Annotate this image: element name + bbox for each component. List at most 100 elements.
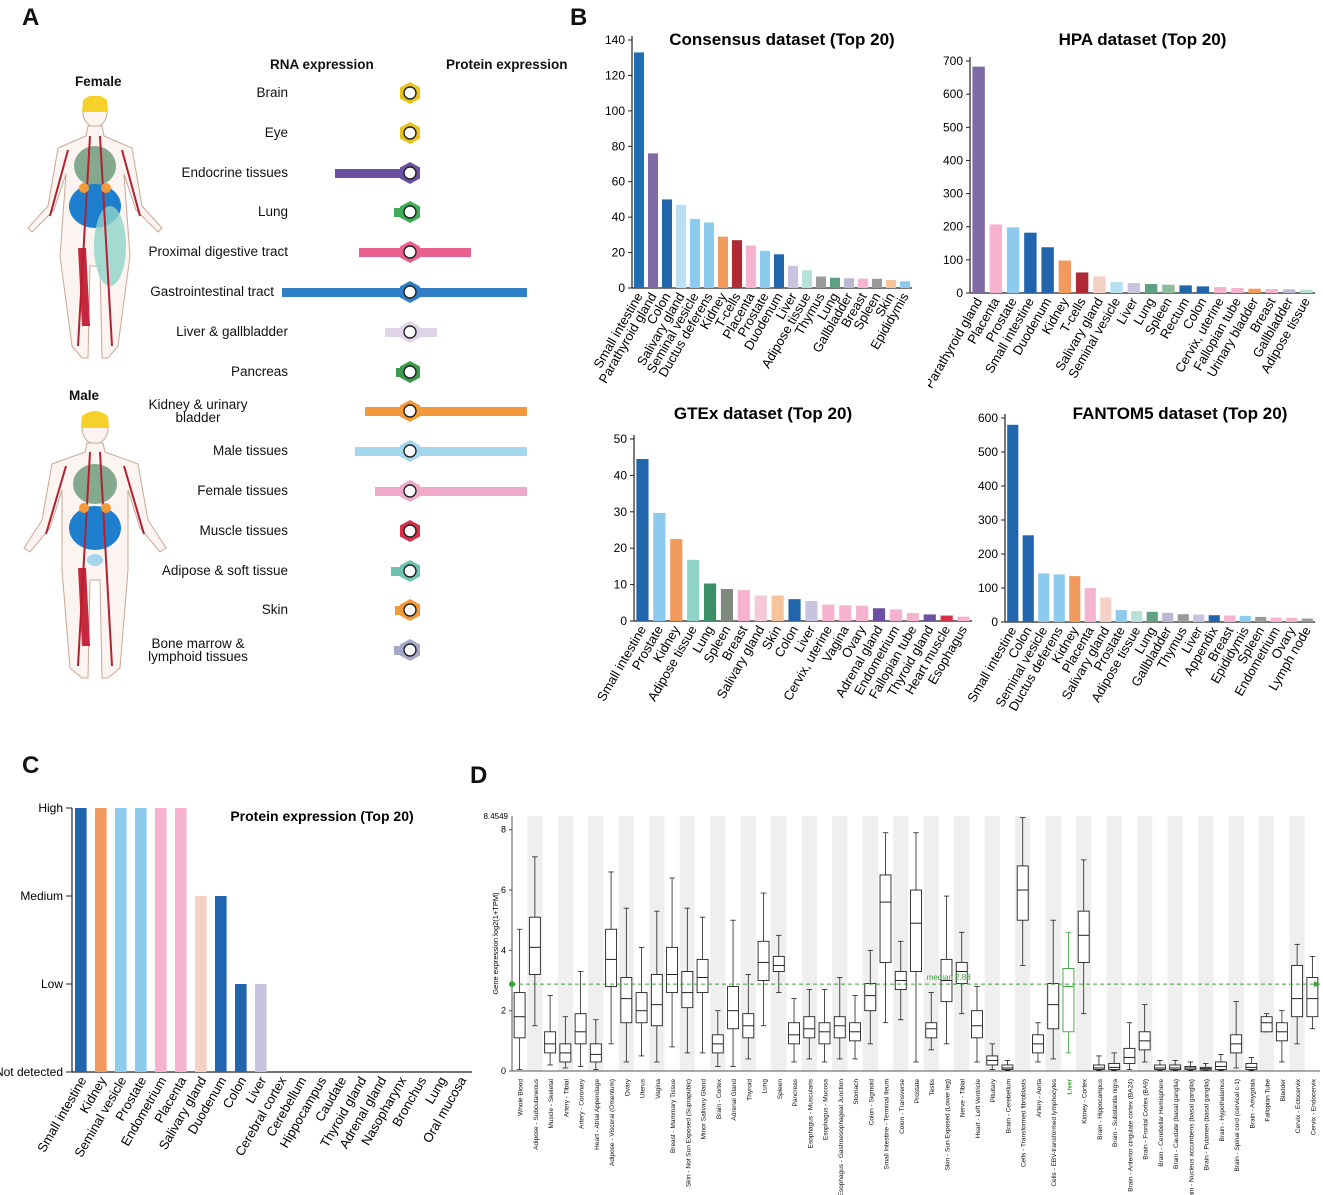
bar bbox=[1255, 616, 1267, 622]
box-body bbox=[589, 1043, 602, 1063]
tissue-label: Adipose & soft tissue bbox=[161, 562, 288, 578]
x-tick-label: Small Intestine - Terminal Ileum bbox=[884, 1079, 891, 1170]
icon-glyph bbox=[403, 603, 417, 618]
bar bbox=[215, 896, 227, 1072]
x-tick-label: Artery - Tibial bbox=[563, 1078, 570, 1117]
female-label: Female bbox=[75, 74, 122, 89]
tissue-label: Eye bbox=[264, 124, 288, 140]
box-body bbox=[696, 958, 709, 994]
bar bbox=[636, 459, 649, 621]
box-24 bbox=[879, 832, 892, 1024]
column-shade bbox=[588, 816, 604, 1071]
bar bbox=[899, 281, 911, 288]
box-47 bbox=[1230, 1001, 1243, 1069]
x-tick-label: Heart - Left Ventricle bbox=[975, 1079, 982, 1139]
x-tick-label: Brain - Hypothalamus bbox=[1219, 1078, 1226, 1141]
box-body bbox=[1169, 1064, 1182, 1070]
box-14 bbox=[727, 919, 739, 1067]
bar bbox=[829, 277, 841, 288]
y-tick-label: 20 bbox=[614, 541, 628, 555]
box-body bbox=[574, 1013, 587, 1045]
bar bbox=[771, 595, 784, 621]
box-52 bbox=[1306, 955, 1319, 1030]
icon-glyph bbox=[403, 364, 417, 379]
icon-glyph bbox=[403, 245, 417, 259]
box-body bbox=[879, 874, 892, 963]
bar bbox=[759, 250, 771, 288]
x-tick-label: Thyroid bbox=[746, 1079, 753, 1101]
box-body bbox=[1001, 1064, 1014, 1070]
male-label: Male bbox=[69, 388, 100, 403]
box-18 bbox=[788, 998, 800, 1063]
bar bbox=[1024, 232, 1037, 293]
bar bbox=[1196, 286, 1210, 293]
box-body bbox=[1062, 968, 1075, 1033]
bar bbox=[670, 539, 683, 621]
rna-expression-bar bbox=[335, 168, 400, 178]
box-33 bbox=[1016, 817, 1029, 966]
box-body bbox=[803, 1016, 816, 1039]
box-49 bbox=[1260, 1013, 1273, 1033]
box-22 bbox=[849, 995, 861, 1060]
protein-expression-bar bbox=[420, 327, 438, 337]
y-tick-label: 500 bbox=[943, 120, 963, 134]
y-tick-label: 8 bbox=[501, 825, 506, 835]
bar bbox=[1131, 611, 1143, 622]
rna-expression-bar bbox=[358, 248, 400, 258]
y-tick-label: 500 bbox=[978, 445, 998, 459]
bar bbox=[1084, 588, 1096, 622]
y-tick-label: 10 bbox=[614, 578, 628, 592]
bone-marrow-icon bbox=[400, 639, 420, 662]
x-tick-label: Brain - Frontal Cortex (BA9) bbox=[1143, 1079, 1150, 1160]
bar bbox=[889, 609, 903, 621]
rna-expression-bar bbox=[384, 327, 400, 337]
box-17 bbox=[772, 934, 785, 993]
x-tick-label: Brain - Substantia nigra bbox=[1112, 1079, 1119, 1147]
box-body bbox=[955, 961, 968, 984]
chart-title: FANTOM5 dataset (Top 20) bbox=[1073, 404, 1288, 423]
median-marker-left bbox=[509, 981, 515, 988]
y-tick-label: 0 bbox=[618, 281, 625, 295]
x-tick-label: Pancreas bbox=[792, 1078, 799, 1106]
y-tick-label: 0 bbox=[991, 615, 998, 629]
bar bbox=[135, 808, 147, 1072]
box-45 bbox=[1199, 1063, 1212, 1071]
panel-letter-c: C bbox=[22, 752, 40, 779]
tissue-label: Lung bbox=[257, 204, 288, 220]
box-36 bbox=[1062, 931, 1075, 1054]
y-axis-title: Gene expression log2(1+TPM) bbox=[491, 892, 500, 995]
box-34 bbox=[1032, 1022, 1044, 1063]
adipose-icon bbox=[400, 559, 420, 582]
bar bbox=[872, 608, 886, 621]
bar bbox=[115, 808, 127, 1072]
male-body-figure bbox=[23, 411, 167, 679]
box-19 bbox=[803, 989, 816, 1060]
icon-glyph bbox=[403, 126, 417, 140]
protein-expression-bar bbox=[420, 487, 527, 496]
kidney-icon bbox=[400, 400, 420, 423]
y-tick-label: 100 bbox=[943, 253, 963, 267]
bar bbox=[1146, 611, 1158, 622]
x-tick-label: Spleen bbox=[777, 1079, 784, 1100]
box-13 bbox=[711, 1010, 724, 1067]
box-body bbox=[513, 992, 526, 1039]
bar bbox=[957, 616, 970, 621]
bar bbox=[1041, 247, 1054, 293]
column-shade bbox=[984, 816, 1000, 1071]
x-tick-label: Cervix - Endocervix bbox=[1310, 1078, 1317, 1135]
pancreas-icon bbox=[400, 360, 420, 383]
bar bbox=[1075, 272, 1089, 293]
box-25 bbox=[894, 940, 907, 1021]
bar bbox=[689, 218, 701, 288]
bar bbox=[717, 236, 729, 288]
x-tick-label: Stomach bbox=[853, 1079, 860, 1105]
tissue-label: Female tissues bbox=[197, 483, 288, 498]
box-40 bbox=[1123, 1022, 1136, 1070]
bar bbox=[1286, 617, 1298, 622]
median-marker-right bbox=[1314, 981, 1320, 988]
box-body bbox=[1245, 1063, 1258, 1070]
box-body bbox=[1108, 1063, 1121, 1070]
bar bbox=[675, 204, 687, 288]
female-hair-icon bbox=[82, 96, 108, 112]
y-tick-label: 80 bbox=[612, 139, 626, 153]
